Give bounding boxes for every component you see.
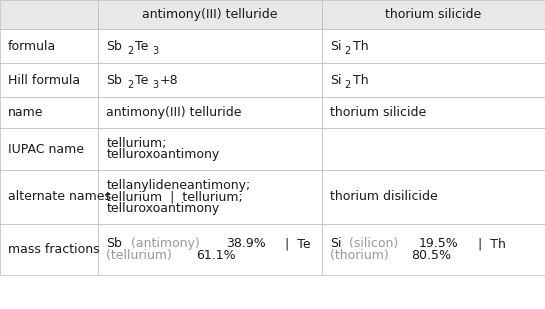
Bar [0,170,98,224]
Text: Sb: Sb [106,74,122,87]
Text: 2: 2 [127,46,133,56]
Text: thorium silicide: thorium silicide [330,106,426,119]
Text: antimony(III) telluride: antimony(III) telluride [142,8,277,21]
Bar [98,224,322,275]
Bar [322,29,545,63]
Text: 3: 3 [152,46,158,56]
Text: Si: Si [330,237,341,250]
Bar [0,97,98,128]
Bar [0,29,98,63]
Bar [0,128,98,170]
Bar [98,29,322,63]
Text: 2: 2 [344,80,351,90]
Text: mass fractions: mass fractions [8,243,100,256]
Bar [98,63,322,97]
Text: Te: Te [135,74,148,87]
Text: 38.9%: 38.9% [226,237,265,250]
Text: name: name [8,106,44,119]
Text: 2: 2 [127,80,133,90]
Bar [322,224,545,275]
Bar [98,170,322,224]
Bar [0,0,98,29]
Bar [322,0,545,29]
Bar [322,97,545,128]
Text: alternate names: alternate names [8,190,111,204]
Bar [322,170,545,224]
Text: +8: +8 [160,74,179,87]
Bar [98,128,322,170]
Text: antimony(III) telluride: antimony(III) telluride [106,106,242,119]
Text: Th: Th [353,74,368,87]
Text: 80.5%: 80.5% [411,249,451,262]
Text: Hill formula: Hill formula [8,74,80,87]
Text: Th: Th [353,40,368,53]
Text: telluroxoantimony: telluroxoantimony [106,148,220,162]
Bar [98,97,322,128]
Text: Sb: Sb [106,237,122,250]
Text: Te: Te [135,40,148,53]
Bar [98,0,322,29]
Text: thorium silicide: thorium silicide [385,8,481,21]
Bar [322,63,545,97]
Bar [322,128,545,170]
Text: telluroxoantimony: telluroxoantimony [106,202,220,215]
Text: (tellurium): (tellurium) [106,249,176,262]
Text: 61.1%: 61.1% [196,249,236,262]
Text: IUPAC name: IUPAC name [8,142,84,156]
Text: Si: Si [330,40,341,53]
Text: (antimony): (antimony) [127,237,203,250]
Text: tellurium  |  tellurium;: tellurium | tellurium; [106,190,243,204]
Text: (silicon): (silicon) [344,237,402,250]
Text: (thorium): (thorium) [330,249,392,262]
Bar [0,63,98,97]
Text: thorium disilicide: thorium disilicide [330,190,438,204]
Text: |  Te: | Te [277,237,311,250]
Text: tellanylideneantimony;: tellanylideneantimony; [106,179,251,192]
Bar [0,224,98,275]
Text: Si: Si [330,74,341,87]
Text: tellurium;: tellurium; [106,137,167,150]
Text: formula: formula [8,40,57,53]
Text: 2: 2 [344,46,351,56]
Text: |  Th: | Th [470,237,506,250]
Text: Sb: Sb [106,40,122,53]
Text: 19.5%: 19.5% [419,237,458,250]
Text: 3: 3 [152,80,158,90]
